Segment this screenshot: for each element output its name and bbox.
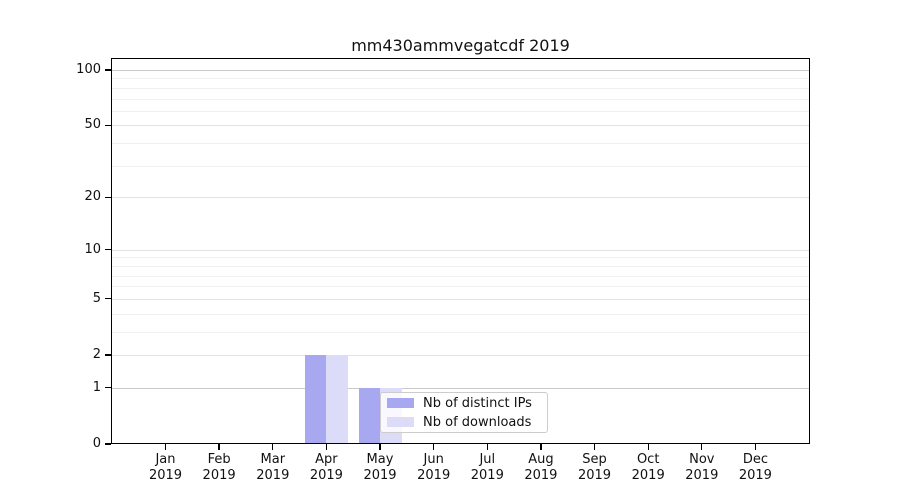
- y-tick-label: 5: [92, 290, 101, 306]
- x-tick-label: Feb 2019: [189, 452, 249, 483]
- y-gridline-minor: [111, 265, 810, 267]
- bar-distinct-ips-apr: [304, 355, 327, 444]
- legend-item-downloads: Nb of downloads: [387, 413, 547, 432]
- plot-area: [111, 58, 810, 444]
- y-gridline-major: [111, 298, 810, 300]
- x-tick: [754, 444, 757, 450]
- y-gridline-minor: [111, 313, 810, 315]
- y-gridline-major: [111, 355, 810, 356]
- y-tick: [105, 298, 111, 300]
- x-tick: [701, 444, 703, 450]
- y-tick-label: 10: [84, 241, 101, 257]
- y-gridline-minor: [111, 87, 810, 89]
- x-tick-label: Oct 2019: [618, 452, 678, 483]
- x-tick-month: Apr: [315, 452, 338, 467]
- x-tick-month: Nov: [689, 452, 715, 467]
- legend-label: Nb of downloads: [423, 414, 532, 430]
- x-tick: [486, 444, 488, 450]
- y-gridline-major: [111, 197, 810, 199]
- x-tick-month: Sep: [582, 452, 607, 467]
- x-tick: [433, 444, 435, 450]
- x-tick: [218, 444, 220, 450]
- chart-title: mm430ammvegatcdf 2019: [351, 36, 570, 55]
- y-tick-label: 50: [84, 117, 101, 133]
- y-tick-label: 1: [92, 379, 101, 395]
- legend-label: Nb of distinct IPs: [423, 395, 532, 411]
- y-gridline-major: [111, 249, 810, 251]
- x-tick-year: 2019: [363, 467, 397, 483]
- x-tick-month: Jan: [155, 452, 176, 467]
- y-gridline-major: [111, 70, 810, 71]
- x-tick-label: Apr 2019: [296, 452, 356, 483]
- x-tick-label: Jun 2019: [404, 452, 464, 483]
- y-gridline-major: [111, 387, 810, 389]
- y-tick: [105, 69, 111, 71]
- x-tick-label: May 2019: [350, 452, 410, 483]
- x-tick-month: May: [366, 452, 394, 467]
- x-tick-label: Jan 2019: [136, 452, 196, 483]
- y-tick-label: 100: [76, 62, 101, 77]
- y-tick: [105, 124, 111, 127]
- x-tick: [164, 444, 167, 450]
- x-tick-month: Aug: [528, 452, 554, 467]
- x-tick: [379, 444, 381, 450]
- x-tick-month: Feb: [207, 452, 231, 467]
- x-tick-year: 2019: [148, 467, 183, 483]
- x-tick-year: 2019: [631, 467, 665, 483]
- legend-swatch-distinct-ips-icon: [387, 398, 414, 408]
- x-tick-month: Dec: [742, 452, 768, 467]
- x-tick: [272, 444, 274, 450]
- x-tick-label: Jul 2019: [457, 452, 517, 483]
- y-tick: [105, 354, 111, 356]
- x-tick-month: Jul: [479, 452, 496, 467]
- x-tick-label: Dec 2019: [725, 452, 785, 483]
- legend-swatch-downloads-icon: [387, 417, 414, 427]
- x-tick-year: 2019: [577, 467, 612, 483]
- x-tick-year: 2019: [256, 467, 290, 483]
- x-tick-month: Mar: [260, 452, 286, 467]
- x-tick-year: 2019: [524, 467, 558, 483]
- x-tick-year: 2019: [685, 467, 719, 483]
- y-tick-label: 2: [92, 347, 101, 362]
- x-tick-month: Oct: [636, 452, 660, 467]
- y-gridline-minor: [111, 331, 810, 333]
- x-tick-label: Aug 2019: [511, 452, 571, 483]
- y-tick: [105, 443, 111, 445]
- y-gridline-major: [111, 125, 810, 127]
- legend: Nb of distinct IPs Nb of downloads: [380, 392, 548, 433]
- bar-distinct-ips-may: [358, 387, 380, 444]
- y-tick: [105, 387, 111, 389]
- x-tick-label: Mar 2019: [243, 452, 303, 483]
- y-gridline-minor: [111, 275, 810, 277]
- legend-item-distinct-ips: Nb of distinct IPs: [387, 394, 547, 413]
- y-gridline-minor: [111, 110, 810, 112]
- x-tick: [540, 444, 542, 450]
- y-tick-label: 0: [92, 436, 101, 451]
- y-tick: [105, 196, 111, 198]
- x-tick: [325, 444, 328, 450]
- y-tick-label: 20: [84, 189, 101, 205]
- x-tick-year: 2019: [202, 467, 236, 483]
- bar-downloads-apr: [326, 355, 348, 444]
- y-tick: [105, 249, 111, 251]
- y-gridline-minor: [111, 98, 810, 100]
- x-tick-year: 2019: [738, 467, 772, 483]
- x-tick-year: 2019: [309, 467, 343, 483]
- y-gridline-minor: [111, 165, 810, 167]
- y-gridline-minor: [111, 78, 810, 80]
- x-tick-year: 2019: [470, 467, 504, 483]
- x-tick-label: Nov 2019: [672, 452, 732, 483]
- x-tick: [593, 444, 596, 450]
- x-tick-label: Sep 2019: [565, 452, 625, 483]
- y-gridline-minor: [111, 286, 810, 288]
- x-tick-month: Jun: [423, 452, 444, 467]
- y-gridline-minor: [111, 257, 810, 259]
- x-tick: [647, 444, 649, 450]
- y-gridline-minor: [111, 143, 810, 145]
- x-tick-year: 2019: [417, 467, 451, 483]
